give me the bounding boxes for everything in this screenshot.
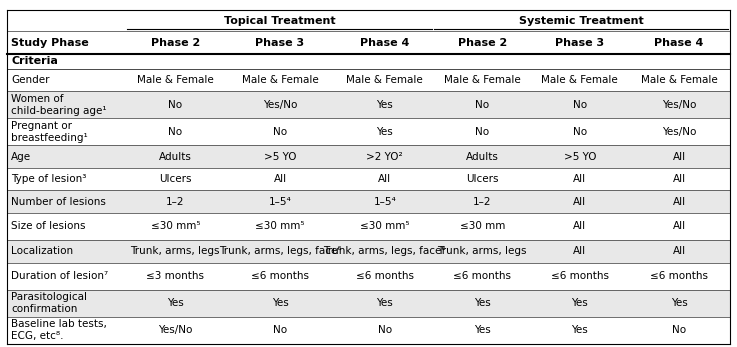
- Text: All: All: [573, 246, 587, 256]
- FancyBboxPatch shape: [7, 240, 730, 262]
- Text: >5 YO: >5 YO: [264, 152, 296, 162]
- Text: No: No: [573, 127, 587, 137]
- Text: ≤30 mm⁵: ≤30 mm⁵: [150, 221, 200, 231]
- Text: Male & Female: Male & Female: [542, 75, 618, 85]
- Text: Yes/No: Yes/No: [662, 127, 696, 137]
- Text: 1–5⁴: 1–5⁴: [269, 197, 291, 207]
- Text: Yes/No: Yes/No: [158, 325, 192, 335]
- Text: Male & Female: Male & Female: [137, 75, 214, 85]
- Text: >2 YO²: >2 YO²: [366, 152, 403, 162]
- Text: All: All: [672, 152, 685, 162]
- Text: All: All: [672, 197, 685, 207]
- Text: Phase 4: Phase 4: [360, 38, 410, 48]
- Text: Yes: Yes: [377, 100, 393, 110]
- Text: Pregnant or
breastfeeding¹: Pregnant or breastfeeding¹: [11, 121, 88, 143]
- Text: Parasitological
confirmation: Parasitological confirmation: [11, 292, 87, 314]
- Text: Trunk, arms, legs: Trunk, arms, legs: [130, 246, 220, 256]
- FancyBboxPatch shape: [7, 69, 730, 92]
- Text: Yes: Yes: [474, 298, 491, 308]
- Text: Women of
child-bearing age¹: Women of child-bearing age¹: [11, 94, 107, 116]
- Text: Phase 4: Phase 4: [654, 38, 704, 48]
- Text: Phase 3: Phase 3: [256, 38, 304, 48]
- Text: Ulcers: Ulcers: [466, 174, 498, 184]
- Text: Male & Female: Male & Female: [346, 75, 423, 85]
- Text: Topical Treatment: Topical Treatment: [224, 16, 336, 26]
- Text: All: All: [672, 221, 685, 231]
- Text: Adults: Adults: [466, 152, 499, 162]
- Text: No: No: [273, 325, 287, 335]
- Text: No: No: [573, 100, 587, 110]
- Text: Localization: Localization: [11, 246, 73, 256]
- FancyBboxPatch shape: [7, 168, 730, 191]
- Text: ≤6 months: ≤6 months: [650, 271, 708, 281]
- Text: Yes: Yes: [272, 298, 288, 308]
- Text: ≤6 months: ≤6 months: [453, 271, 511, 281]
- Text: ≤30 mm⁵: ≤30 mm⁵: [360, 221, 410, 231]
- Text: Yes/No: Yes/No: [263, 100, 297, 110]
- Text: No: No: [168, 100, 182, 110]
- Text: ≤30 mm: ≤30 mm: [460, 221, 505, 231]
- Text: Size of lesions: Size of lesions: [11, 221, 85, 231]
- Text: All: All: [573, 197, 587, 207]
- Text: Age: Age: [11, 152, 31, 162]
- Text: Type of lesion³: Type of lesion³: [11, 174, 86, 184]
- Text: All: All: [378, 174, 391, 184]
- Text: Yes/No: Yes/No: [662, 100, 696, 110]
- Text: 1–2: 1–2: [473, 197, 492, 207]
- Text: Number of lesions: Number of lesions: [11, 197, 106, 207]
- Text: 1–2: 1–2: [166, 197, 184, 207]
- Text: No: No: [475, 100, 489, 110]
- Text: >5 YO: >5 YO: [564, 152, 596, 162]
- Text: No: No: [377, 325, 392, 335]
- Text: Phase 2: Phase 2: [458, 38, 507, 48]
- Text: 1–5⁴: 1–5⁴: [374, 197, 396, 207]
- Text: Yes: Yes: [377, 127, 393, 137]
- Text: No: No: [273, 127, 287, 137]
- Text: Yes: Yes: [571, 298, 588, 308]
- Text: Trunk, arms, legs, face⁶: Trunk, arms, legs, face⁶: [219, 246, 341, 256]
- Text: ≤3 months: ≤3 months: [147, 271, 204, 281]
- FancyBboxPatch shape: [7, 191, 730, 213]
- Text: ≤6 months: ≤6 months: [551, 271, 609, 281]
- Text: All: All: [573, 174, 587, 184]
- Text: All: All: [672, 246, 685, 256]
- FancyBboxPatch shape: [7, 145, 730, 168]
- Text: Yes: Yes: [571, 325, 588, 335]
- Text: No: No: [672, 325, 686, 335]
- Text: ≤6 months: ≤6 months: [251, 271, 309, 281]
- Text: Yes: Yes: [671, 298, 688, 308]
- FancyBboxPatch shape: [7, 262, 730, 289]
- FancyBboxPatch shape: [7, 92, 730, 118]
- Text: Ulcers: Ulcers: [159, 174, 192, 184]
- FancyBboxPatch shape: [7, 316, 730, 344]
- Text: Systemic Treatment: Systemic Treatment: [519, 16, 644, 26]
- Text: Trunk, arms, legs: Trunk, arms, legs: [438, 246, 527, 256]
- Text: No: No: [168, 127, 182, 137]
- Text: Trunk, arms, legs, face⁶: Trunk, arms, legs, face⁶: [324, 246, 446, 256]
- Text: Phase 3: Phase 3: [555, 38, 604, 48]
- Text: All: All: [573, 221, 587, 231]
- Text: Male & Female: Male & Female: [242, 75, 318, 85]
- Text: ≤30 mm⁵: ≤30 mm⁵: [255, 221, 305, 231]
- FancyBboxPatch shape: [7, 213, 730, 240]
- Text: Phase 2: Phase 2: [150, 38, 200, 48]
- Text: Yes: Yes: [474, 325, 491, 335]
- Text: Yes: Yes: [377, 298, 393, 308]
- Text: Male & Female: Male & Female: [640, 75, 717, 85]
- Text: Study Phase: Study Phase: [11, 38, 88, 48]
- Text: ≤6 months: ≤6 months: [356, 271, 413, 281]
- FancyBboxPatch shape: [7, 118, 730, 145]
- Text: Adults: Adults: [159, 152, 192, 162]
- Text: All: All: [672, 174, 685, 184]
- Text: Yes: Yes: [167, 298, 184, 308]
- Text: Criteria: Criteria: [11, 57, 58, 66]
- FancyBboxPatch shape: [7, 289, 730, 316]
- Text: Gender: Gender: [11, 75, 49, 85]
- Text: Baseline lab tests,
ECG, etc⁸.: Baseline lab tests, ECG, etc⁸.: [11, 319, 107, 341]
- Text: Male & Female: Male & Female: [444, 75, 520, 85]
- Text: No: No: [475, 127, 489, 137]
- Text: All: All: [273, 174, 287, 184]
- Text: Duration of lesion⁷: Duration of lesion⁷: [11, 271, 108, 281]
